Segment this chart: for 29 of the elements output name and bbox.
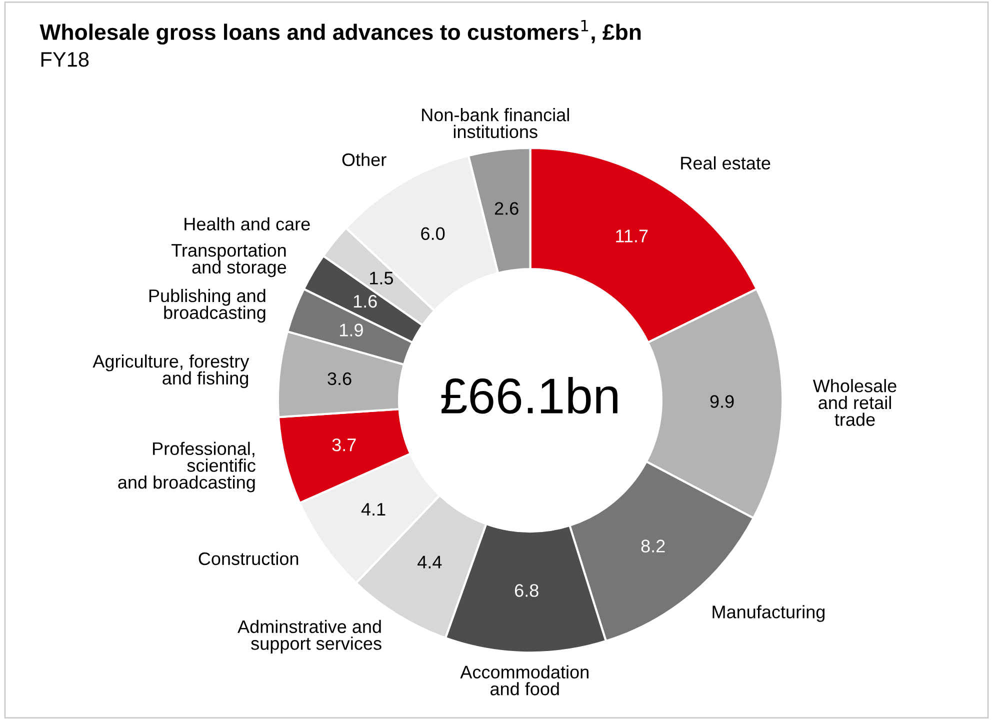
- slice-label: Adminstrative and support services: [238, 620, 382, 654]
- text: £66.1bn: [441, 377, 618, 414]
- slice-label: Transportation and storage: [172, 244, 286, 278]
- data-label: 9.9: [710, 395, 734, 408]
- data-label: 6.0: [421, 227, 445, 240]
- chart-subtitle: FY18: [41, 52, 89, 67]
- data-label: 8.2: [641, 540, 665, 552]
- data-label: 4.4: [418, 556, 442, 568]
- data-label: 1.9: [340, 324, 363, 336]
- slice-label: Manufacturing: [712, 605, 824, 622]
- slice-label: Real estate: [681, 156, 770, 170]
- slice-label: Wholesale and retail trade: [812, 379, 896, 426]
- slice-label: Non-bank financial institutions: [422, 108, 569, 138]
- slice-label: Construction: [198, 552, 298, 566]
- slice-label: Agriculture, forestry and fishing: [92, 354, 250, 388]
- slice-label: Professional, scientific and broadcasting: [118, 442, 256, 492]
- slice-label: Health and care: [184, 217, 310, 230]
- data-label: 11.7: [616, 230, 648, 242]
- data-label: 4.1: [361, 503, 386, 516]
- slice-label: Publishing and broadcasting: [149, 288, 266, 323]
- data-label: 1.6: [354, 294, 377, 308]
- data-label: 3.6: [328, 372, 352, 386]
- data-label: 3.7: [332, 438, 356, 452]
- data-label: 1.5: [370, 272, 394, 284]
- data-label: 2.6: [494, 202, 518, 215]
- slice-label: Other: [342, 152, 386, 166]
- chart-title: Wholesale gross loans and advances to customers$^{1}$, £bn: [40, 20, 641, 45]
- data-label: 6.8: [514, 584, 538, 597]
- slice-label: Accommodation and food: [460, 665, 588, 696]
